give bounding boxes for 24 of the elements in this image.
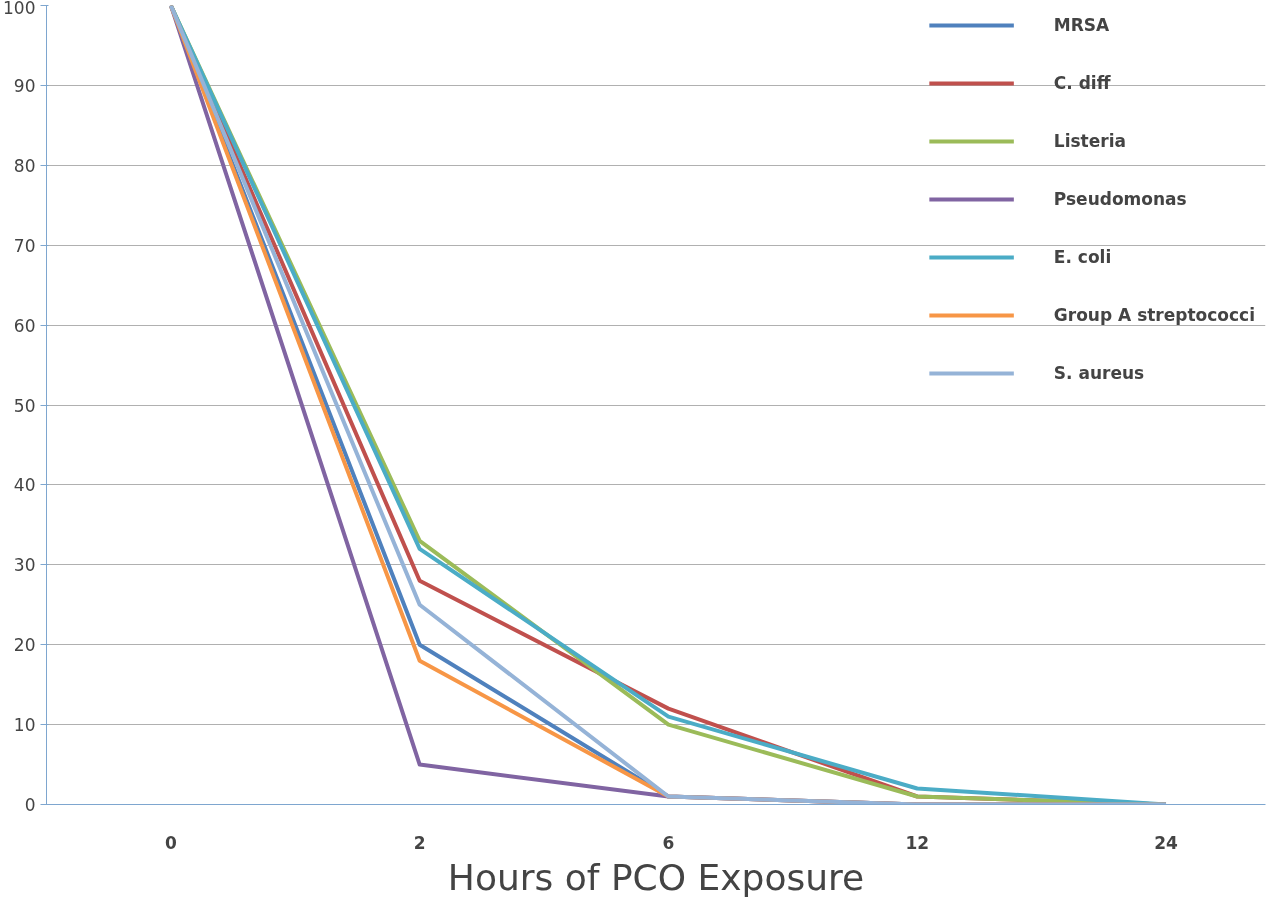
y-tick-label: 20	[13, 635, 36, 656]
y-tick-label: 10	[13, 715, 36, 736]
y-tick-label: 0	[24, 795, 36, 815]
y-tick-label: 90	[13, 75, 36, 96]
legend-label: C. diff	[1053, 73, 1111, 93]
legend-label: Pseudomonas	[1053, 189, 1187, 209]
y-tick-label: 80	[13, 155, 36, 176]
x-tick-label: 24	[1154, 832, 1178, 853]
y-tick-label: 30	[13, 555, 36, 576]
legend-label: MRSA	[1053, 15, 1110, 35]
y-tick-label: 100	[3, 0, 36, 18]
x-tick-label: 2	[413, 832, 426, 853]
legend-label: E. coli	[1053, 247, 1112, 267]
x-tick-label: 0	[164, 832, 177, 853]
y-tick-label: 70	[13, 235, 36, 256]
x-tick-label: 12	[905, 832, 930, 853]
x-tick-label: 6	[662, 832, 675, 853]
y-tick-label: 50	[13, 395, 36, 416]
y-tick-label: 60	[13, 315, 36, 336]
legend-label: Group A streptococci	[1053, 305, 1255, 325]
x-axis-title: Hours of PCO Exposure	[447, 856, 865, 898]
legend-label: S. aureus	[1053, 363, 1145, 383]
y-tick-label: 40	[13, 475, 36, 496]
legend-label: Listeria	[1053, 131, 1126, 151]
